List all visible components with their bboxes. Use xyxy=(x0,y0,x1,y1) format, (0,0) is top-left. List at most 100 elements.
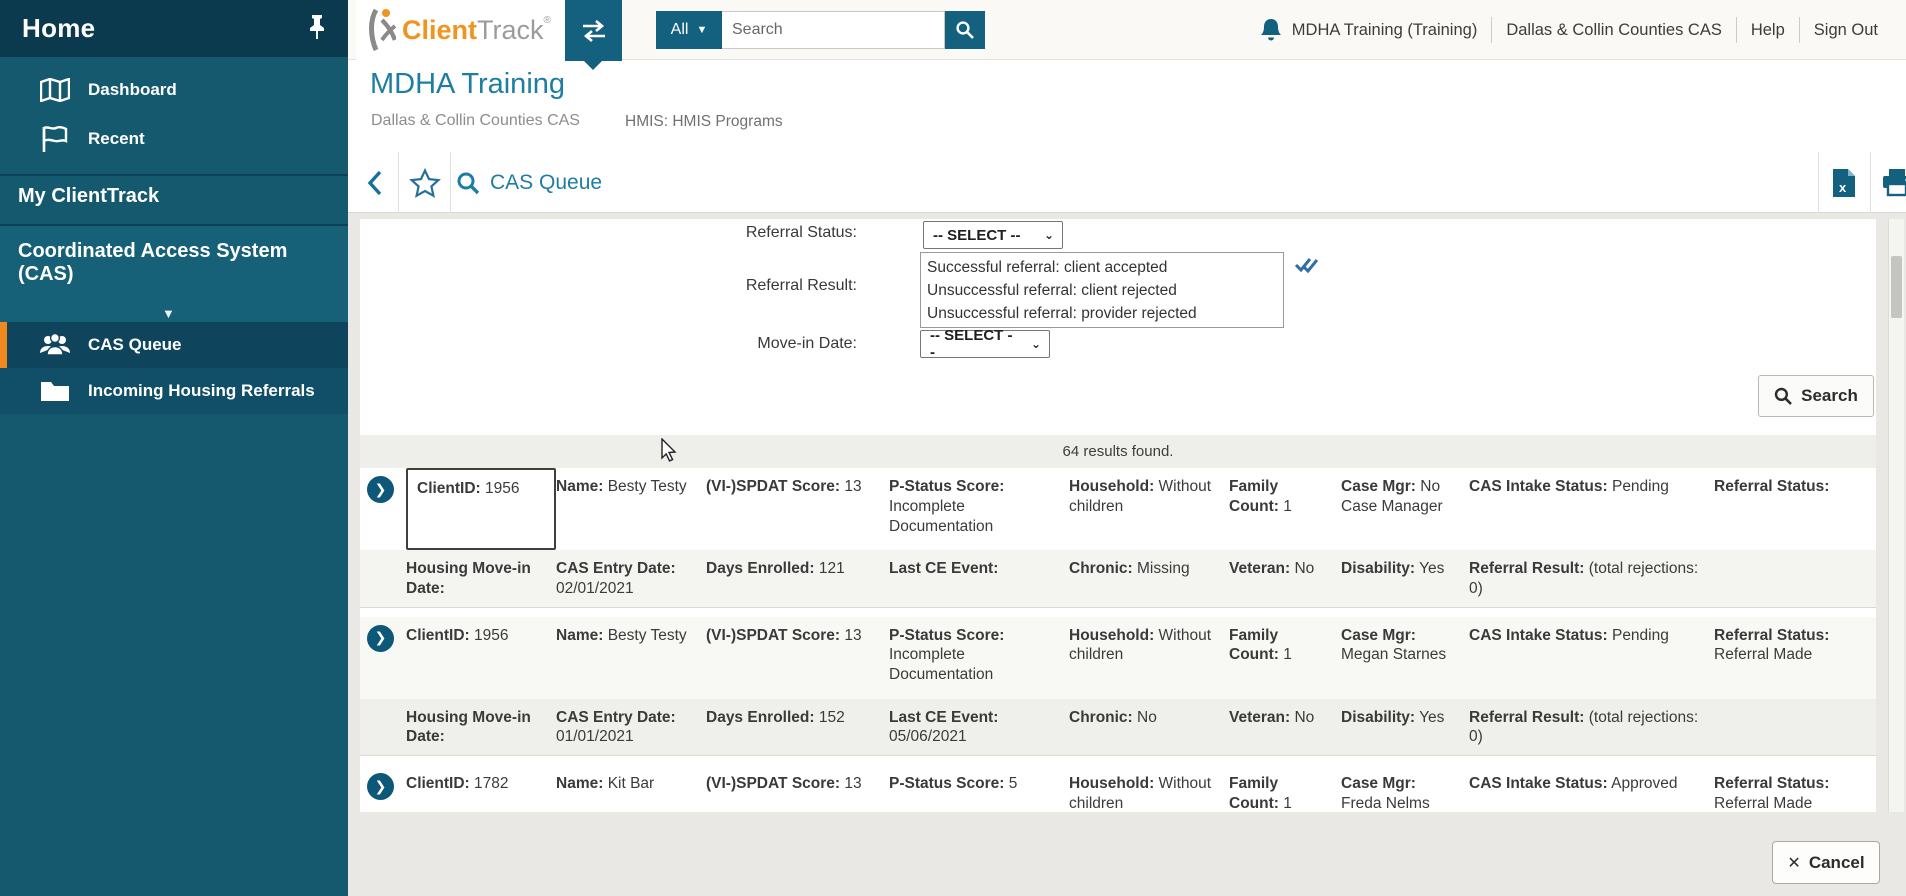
result-cell: Family Count: 1 xyxy=(1229,775,1292,812)
printer-icon xyxy=(1883,168,1906,196)
divider xyxy=(1818,152,1819,213)
sidebar-item-dashboard[interactable]: Dashboard xyxy=(0,67,348,112)
divider xyxy=(1798,17,1800,43)
cell-label: Family Count: xyxy=(1229,478,1279,515)
cell-label: CAS Intake Status: xyxy=(1469,626,1608,644)
sidebar-section-my-clienttrack[interactable]: My ClientTrack xyxy=(18,185,160,207)
result-cell: Family Count: 1 xyxy=(1229,626,1292,664)
expand-row-icon[interactable]: ❯ xyxy=(367,624,394,652)
select-all-icon[interactable] xyxy=(1294,255,1319,280)
topbar-right: MDHA Training (Training) Dallas & Collin… xyxy=(1260,0,1878,60)
swap-arrows-icon xyxy=(582,19,605,42)
print-button[interactable] xyxy=(1874,152,1906,213)
listbox-option[interactable]: Successful referral: client accepted xyxy=(927,259,1168,276)
cell-label: Family Count: xyxy=(1229,775,1279,812)
expand-row-icon[interactable]: ❯ xyxy=(367,773,394,801)
star-icon xyxy=(409,167,441,198)
sidebar-item-incoming-housing-referrals[interactable]: Incoming Housing Referrals xyxy=(0,368,348,414)
global-search-button[interactable] xyxy=(945,11,985,49)
cell-label: ClientID: xyxy=(406,626,470,644)
cell-label: Veteran: xyxy=(1229,708,1291,726)
movein-date-value: -- SELECT -- xyxy=(930,327,1013,361)
favorite-button[interactable] xyxy=(402,152,448,213)
result-cell: ClientID: 1956 xyxy=(406,626,509,644)
sidebar-item-recent[interactable]: Recent xyxy=(0,116,348,161)
cell-label: Days Enrolled: xyxy=(706,560,815,577)
result-cell[interactable]: ClientID: 1956 xyxy=(406,468,556,550)
cell-label: Household: xyxy=(1069,626,1155,644)
cell-label: CAS Entry Date: xyxy=(556,560,676,577)
flag-icon xyxy=(38,125,72,152)
result-cell: Housing Move-in Date: xyxy=(406,550,556,607)
listbox-option[interactable]: Unsuccessful referral: client rejected xyxy=(927,282,1177,299)
referral-status-label: Referral Status: xyxy=(745,224,857,241)
result-main-row: ❯ ClientID: 1956 Name: Besty Testy (VI-)SPD… xyxy=(360,468,1876,550)
signout-link[interactable]: Sign Out xyxy=(1813,20,1878,39)
pin-icon[interactable] xyxy=(306,14,328,45)
movein-date-select[interactable]: -- SELECT -- ⌄ xyxy=(920,327,1050,361)
cas-section-line2: (CAS) xyxy=(18,263,74,285)
cas-section-line1: Coordinated Access System xyxy=(18,240,288,262)
result-cell: CAS Intake Status: Pending xyxy=(1469,626,1669,644)
result-cell: Household: Without children xyxy=(1069,775,1212,812)
divider xyxy=(1735,17,1737,43)
cancel-button[interactable]: ✕ Cancel xyxy=(1772,841,1880,884)
divider xyxy=(398,152,399,213)
search-icon xyxy=(457,172,480,194)
cell-label: CAS Entry Date: xyxy=(556,708,676,726)
listbox-option[interactable]: Unsuccessful referral: provider rejected xyxy=(927,305,1197,322)
result-cell: Chronic: No xyxy=(1069,708,1157,726)
result-cell: Case Mgr: Megan Starnes xyxy=(1341,626,1447,664)
export-excel-button[interactable]: x xyxy=(1822,152,1866,213)
result-cell: Name: Besty Testy xyxy=(556,626,687,644)
result-cell: Case Mgr: Freda Nelms xyxy=(1341,775,1430,812)
result-main-row: ❯ ClientID: 1956 Name: Besty Testy (VI-)SPD… xyxy=(360,616,1876,699)
referral-result-listbox[interactable]: Successful referral: client accepted Uns… xyxy=(920,252,1284,328)
notifications-bell-icon[interactable] xyxy=(1260,17,1282,43)
org-menu[interactable]: Dallas & Collin Counties CAS xyxy=(1506,20,1722,39)
cell-label: Family Count: xyxy=(1229,626,1279,664)
sidebar-item-cas-queue[interactable]: CAS Queue xyxy=(0,322,348,368)
result-cell: CAS Entry Date: 02/01/2021 xyxy=(556,560,676,597)
result-cell: Referral Status: Referral Made xyxy=(1714,626,1830,664)
back-button[interactable] xyxy=(354,152,396,213)
chevron-left-icon xyxy=(367,170,382,195)
filter-search-label: Search xyxy=(1801,386,1858,405)
home-title: Home xyxy=(22,13,96,43)
search-scope-select[interactable]: All ▼ xyxy=(656,11,722,49)
page-title: MDHA Training xyxy=(370,68,566,100)
sidebar-section-cas[interactable]: Coordinated Access System (CAS) xyxy=(0,226,348,322)
vertical-scrollbar[interactable] xyxy=(1888,219,1904,812)
map-icon xyxy=(38,77,72,102)
search-icon xyxy=(956,21,974,39)
row-spacer xyxy=(360,550,406,607)
user-menu[interactable]: MDHA Training (Training) xyxy=(1291,20,1478,39)
result-cell: Chronic: Missing xyxy=(1069,560,1190,577)
sidebar-divider xyxy=(0,224,348,226)
cell-label: Veteran: xyxy=(1229,560,1291,577)
global-search-input[interactable] xyxy=(722,11,945,49)
result-cell: P-Status Score: 5 xyxy=(889,775,1018,793)
result-cell: Disability: Yes xyxy=(1341,708,1445,726)
breadcrumb[interactable]: CAS Queue xyxy=(456,152,602,213)
cell-label: Referral Result: xyxy=(1469,708,1585,726)
result-cell: Case Mgr: No Case Manager xyxy=(1341,478,1443,515)
row-actions: ❯ xyxy=(360,617,406,699)
result-cell: Name: Kit Bar xyxy=(556,775,655,793)
row-actions: ❯ xyxy=(360,468,406,550)
scrollbar-thumb[interactable] xyxy=(1891,256,1902,318)
referral-result-label: Referral Result: xyxy=(745,277,857,294)
breadcrumb-toolbar: CAS Queue x xyxy=(348,152,1906,213)
help-link[interactable]: Help xyxy=(1750,20,1785,39)
referral-status-select[interactable]: -- SELECT -- ⌄ xyxy=(923,221,1063,249)
cell-label: Case Mgr: xyxy=(1341,626,1416,644)
workspace-switcher-button[interactable] xyxy=(565,0,622,61)
divider xyxy=(450,152,451,213)
divider xyxy=(1870,152,1871,213)
filter-search-button[interactable]: Search xyxy=(1758,375,1874,417)
result-cell: Referral Result: (total rejections: 0) xyxy=(1469,708,1699,746)
sidebar-header: Home xyxy=(0,0,348,57)
expand-row-icon[interactable]: ❯ xyxy=(367,476,394,503)
cell-label: CAS Intake Status: xyxy=(1469,775,1608,793)
cell-label: Referral Result: xyxy=(1469,560,1585,577)
